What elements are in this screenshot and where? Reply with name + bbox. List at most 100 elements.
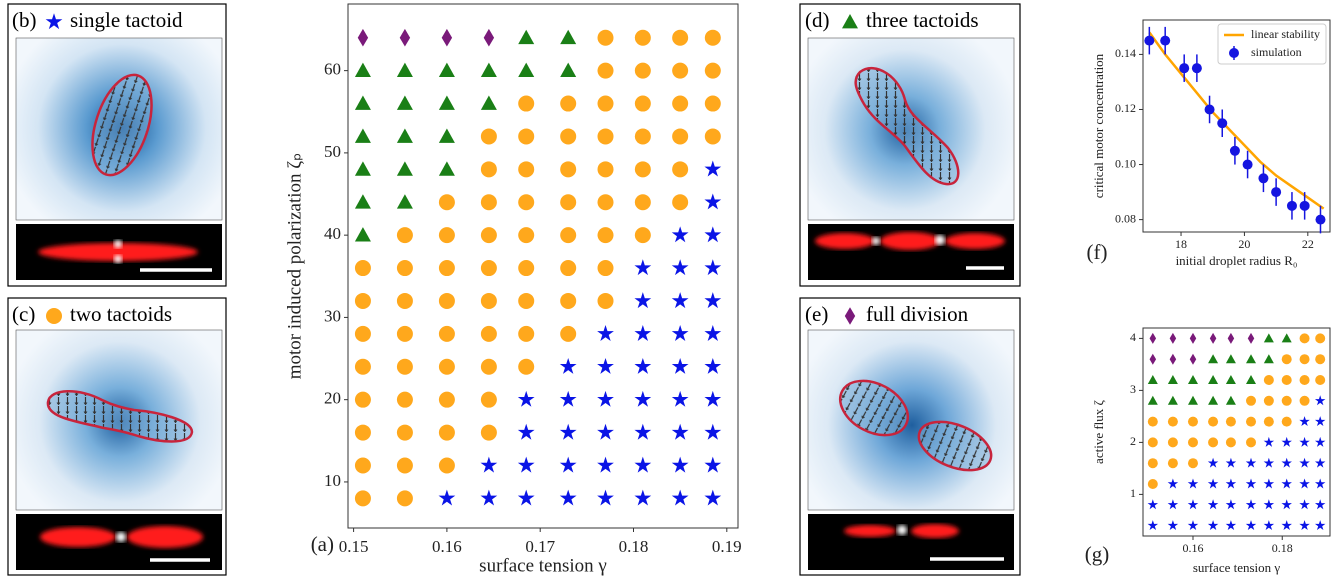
phase-point [518, 96, 534, 112]
motor-spot [872, 237, 880, 245]
phase-point [1226, 417, 1236, 427]
phase-point [439, 425, 455, 441]
phase-point [672, 30, 688, 46]
y-tick-label: 0.14 [1115, 46, 1136, 60]
droplet [880, 232, 940, 250]
panel-label: (a) [311, 532, 334, 556]
x-tick-label: 0.15 [339, 537, 369, 556]
phase-point [1264, 375, 1274, 385]
phase-point [397, 425, 413, 441]
phase-point [1300, 396, 1310, 406]
y-tick-label: 10 [324, 471, 341, 490]
droplet [844, 525, 896, 537]
legend-swatch [1229, 48, 1239, 58]
x-tick-label: 0.18 [1272, 541, 1293, 555]
data-point [1205, 104, 1215, 114]
data-point [1300, 201, 1310, 211]
phase-point [1246, 396, 1256, 406]
phase-point [672, 161, 688, 177]
phase-point [1168, 417, 1178, 427]
phase-point [1208, 417, 1218, 427]
panel-d: (d) three tactoids [800, 4, 1020, 286]
phase-point [1148, 479, 1158, 489]
phase-point [705, 128, 721, 144]
droplet [815, 233, 875, 249]
y-tick-label: 40 [324, 224, 341, 243]
y-axis-label: active flux ζ [1091, 399, 1106, 463]
data-point [1144, 36, 1154, 46]
data-point [1258, 173, 1268, 183]
motor-spot [114, 240, 122, 248]
x-axis-label: surface tension γ [1193, 560, 1281, 575]
phase-point [598, 96, 614, 112]
y-tick-label: 0.10 [1115, 156, 1136, 170]
phase-point [1300, 333, 1310, 343]
phase-point [1246, 437, 1256, 447]
data-point [1179, 63, 1189, 73]
droplet [911, 524, 959, 538]
droplet [127, 526, 203, 548]
phase-point [672, 194, 688, 210]
phase-point [598, 30, 614, 46]
y-tick-label: 0.12 [1115, 101, 1136, 115]
phase-point [518, 260, 534, 276]
y-axis-label: motor induced polarization ζₚ [284, 153, 305, 380]
phase-point [481, 128, 497, 144]
phase-point [481, 227, 497, 243]
phase-point [598, 161, 614, 177]
phase-point [439, 359, 455, 375]
phase-point [518, 227, 534, 243]
phase-point [439, 194, 455, 210]
phase-point [1282, 354, 1292, 364]
phase-point [397, 392, 413, 408]
microscopy-image [808, 514, 1014, 570]
x-tick-label: 18 [1175, 237, 1187, 251]
phase-point [1315, 333, 1325, 343]
data-point [1243, 160, 1253, 170]
phase-point [560, 260, 576, 276]
phase-point [598, 128, 614, 144]
panel-b: (b) single tactoid [8, 4, 226, 286]
phase-point [518, 128, 534, 144]
panel-c: (c) two tactoids [8, 298, 226, 575]
droplet [40, 527, 116, 547]
phase-point [1168, 437, 1178, 447]
phase-point [518, 326, 534, 342]
y-axis-label: critical motor concentration [1091, 53, 1106, 198]
phase-point [355, 359, 371, 375]
phase-point [560, 326, 576, 342]
phase-point [439, 457, 455, 473]
phase-point [1315, 354, 1325, 364]
motor-spot [114, 255, 122, 263]
phase-point [481, 392, 497, 408]
phase-point [397, 326, 413, 342]
phase-point [397, 457, 413, 473]
phase-point [518, 161, 534, 177]
motor-spot [116, 532, 126, 542]
phase-point [1282, 375, 1292, 385]
data-point [1192, 63, 1202, 73]
phase-point [1282, 417, 1292, 427]
data-point [1287, 201, 1297, 211]
x-axis-label: initial droplet radius R₀ [1176, 253, 1298, 268]
phase-point [560, 293, 576, 309]
phase-point [397, 490, 413, 506]
phase-point [635, 227, 651, 243]
phase-point [481, 425, 497, 441]
phase-point [355, 326, 371, 342]
phase-point [1282, 396, 1292, 406]
motor-spot [897, 525, 907, 535]
y-tick-label: 60 [324, 60, 341, 79]
phase-point [672, 63, 688, 79]
phase-point [481, 194, 497, 210]
phase-point [598, 63, 614, 79]
phase-point [355, 260, 371, 276]
panel-title: three tactoids [866, 8, 979, 32]
phase-point [518, 293, 534, 309]
phase-point [560, 161, 576, 177]
phase-point [439, 293, 455, 309]
phase-point [1148, 458, 1158, 468]
y-tick-label: 1 [1130, 486, 1136, 500]
panel-label: (f) [1087, 240, 1108, 264]
panel-label: (e) [805, 302, 828, 326]
